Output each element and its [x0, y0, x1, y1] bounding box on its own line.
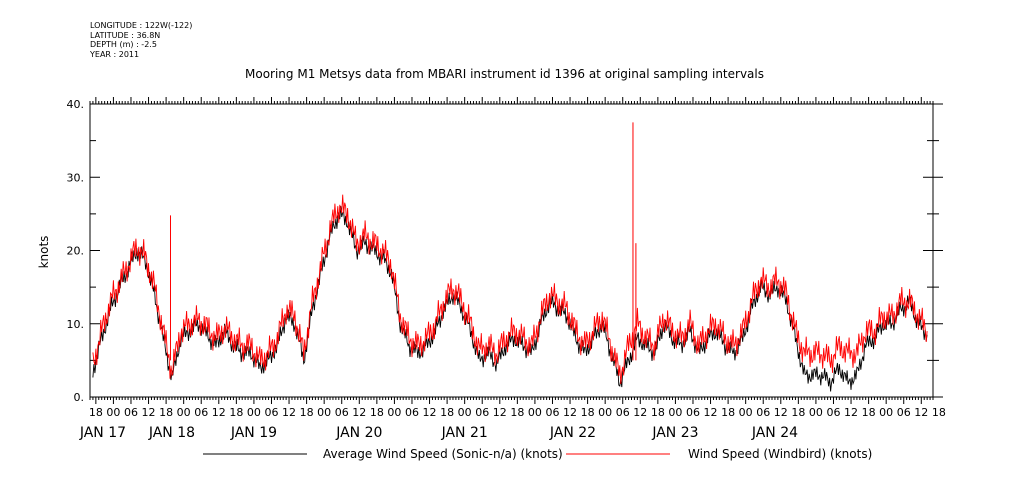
- x-tick-label: 12: [282, 406, 296, 419]
- x-tick-label: 00: [739, 406, 753, 419]
- legend-label-average-wind: Average Wind Speed (Sonic-n/a) (knots): [323, 447, 563, 461]
- x-tick-label: 06: [194, 406, 208, 419]
- x-tick-label: 06: [264, 406, 278, 419]
- plot-border: [89, 103, 934, 398]
- x-tick-label: 06: [475, 406, 489, 419]
- y-axis-title: knots: [37, 236, 51, 269]
- x-tick-label: 18: [229, 406, 243, 419]
- x-tick-label: 12: [493, 406, 507, 419]
- x-tick-label: 00: [668, 406, 682, 419]
- depth-label: DEPTH (m) : -2.5: [90, 40, 157, 49]
- x-tick-label: 12: [633, 406, 647, 419]
- x-tick-label: 12: [704, 406, 718, 419]
- y-tick-label: 40.: [67, 98, 85, 111]
- x-date-label: JAN 24: [751, 425, 798, 441]
- x-tick-label: 06: [405, 406, 419, 419]
- x-tick-label: 00: [528, 406, 542, 419]
- x-tick-label: 18: [791, 406, 805, 419]
- x-tick-label: 00: [317, 406, 331, 419]
- latitude-label: LATITUDE : 36.8N: [90, 30, 161, 40]
- x-tick-label: 12: [914, 406, 928, 419]
- x-tick-label: 06: [897, 406, 911, 419]
- metadata-block: LONGITUDE : 122W(-122) LATITUDE : 36.8N …: [90, 21, 192, 59]
- x-tick-label: 12: [423, 406, 437, 419]
- x-tick-label: 12: [563, 406, 577, 419]
- legend: Average Wind Speed (Sonic-n/a) (knots) W…: [203, 447, 872, 461]
- x-tick-label: 00: [809, 406, 823, 419]
- legend-label-windbird: Wind Speed (Windbird) (knots): [688, 447, 872, 461]
- x-date-label: JAN 23: [651, 425, 698, 441]
- x-tick-label: 12: [142, 406, 156, 419]
- x-tick-label: 18: [651, 406, 665, 419]
- x-tick-label: 12: [774, 406, 788, 419]
- series-line-0: [92, 206, 928, 392]
- x-tick-label: 06: [616, 406, 630, 419]
- x-tick-label: 06: [686, 406, 700, 419]
- longitude-label: LONGITUDE : 122W(-122): [90, 21, 193, 30]
- x-date-label: JAN 18: [148, 425, 195, 441]
- x-tick-label: 00: [387, 406, 401, 419]
- x-tick-label: 18: [370, 406, 384, 419]
- x-date-label: JAN 21: [441, 425, 488, 441]
- x-tick-label: 18: [440, 406, 454, 419]
- series-line-1: [92, 194, 928, 385]
- y-tick-label: 0.: [74, 391, 85, 404]
- x-axis: 18 00 06 12 18 00 06 12 18 00 06 12 18 00 06 12 18 00 06 12…: [79, 97, 946, 441]
- x-tick-label: 06: [545, 406, 559, 419]
- x-tick-label: 06: [335, 406, 349, 419]
- x-tick-label: 18: [932, 406, 946, 419]
- x-tick-label: 18: [721, 406, 735, 419]
- y-tick-label: 30.: [67, 171, 85, 184]
- x-tick-label: 00: [598, 406, 612, 419]
- chart-title: Mooring M1 Metsys data from MBARI instru…: [245, 67, 764, 81]
- y-tick-label: 20.: [67, 245, 85, 258]
- x-tick-label: 06: [826, 406, 840, 419]
- x-date-label: JAN 20: [335, 425, 382, 441]
- x-tick-label: 18: [300, 406, 314, 419]
- y-tick-label: 10.: [67, 318, 85, 331]
- series-group: [92, 122, 928, 392]
- x-tick-label: 06: [756, 406, 770, 419]
- x-date-label: JAN 17: [79, 425, 126, 441]
- x-date-label: JAN 22: [549, 425, 596, 441]
- x-tick-label: 00: [106, 406, 120, 419]
- x-tick-label: 18: [89, 406, 103, 419]
- x-date-label: JAN 19: [230, 425, 277, 441]
- x-tick-label: 18: [159, 406, 173, 419]
- plot-frame: [89, 103, 934, 398]
- x-tick-label: 18: [510, 406, 524, 419]
- x-tick-label: 00: [458, 406, 472, 419]
- x-tick-label: 12: [212, 406, 226, 419]
- x-tick-label: 00: [247, 406, 261, 419]
- x-tick-label: 06: [124, 406, 138, 419]
- year-label: YEAR : 2011: [90, 49, 140, 59]
- x-tick-label: 18: [862, 406, 876, 419]
- y-axis: 0. 10. 20. 30. 40.: [67, 98, 943, 404]
- x-tick-label: 00: [177, 406, 191, 419]
- x-tick-label: 18: [581, 406, 595, 419]
- x-tick-label: 12: [844, 406, 858, 419]
- x-tick-label: 12: [352, 406, 366, 419]
- x-tick-label: 00: [879, 406, 893, 419]
